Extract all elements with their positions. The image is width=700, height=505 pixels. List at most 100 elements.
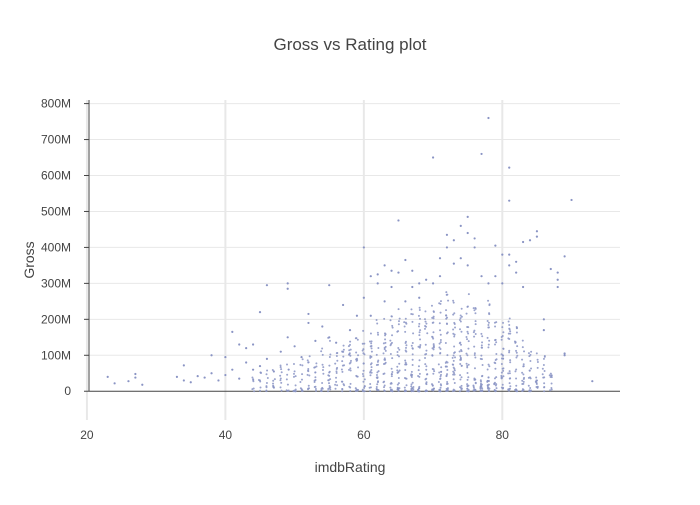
data-point xyxy=(313,385,316,388)
data-point xyxy=(418,282,421,285)
data-point xyxy=(314,371,317,374)
data-point xyxy=(314,387,317,390)
data-point xyxy=(286,287,289,290)
data-point xyxy=(549,389,552,392)
data-point xyxy=(419,317,422,320)
data-point xyxy=(501,253,504,256)
data-point xyxy=(113,382,116,385)
data-point xyxy=(336,359,339,362)
data-point xyxy=(341,390,344,393)
data-point xyxy=(530,350,533,353)
data-point xyxy=(410,308,413,311)
data-point xyxy=(404,361,407,364)
data-point xyxy=(452,363,455,366)
data-point xyxy=(383,362,386,365)
data-point xyxy=(362,329,365,332)
data-point xyxy=(502,321,505,324)
data-point xyxy=(466,354,469,357)
data-point xyxy=(293,370,296,373)
data-point xyxy=(452,239,455,242)
data-point xyxy=(465,352,468,355)
data-point xyxy=(438,275,442,278)
data-point xyxy=(265,284,269,287)
data-point xyxy=(472,307,475,310)
data-point xyxy=(412,390,415,393)
data-point xyxy=(453,382,456,385)
data-point xyxy=(417,325,420,328)
data-point xyxy=(307,321,310,325)
data-point xyxy=(404,300,407,303)
data-point xyxy=(383,389,386,392)
data-point xyxy=(473,367,476,370)
data-point xyxy=(508,382,511,385)
data-point xyxy=(279,350,282,353)
data-point xyxy=(423,318,426,321)
data-point xyxy=(529,377,532,380)
data-point xyxy=(370,371,373,374)
data-point xyxy=(528,369,531,372)
data-point xyxy=(356,359,359,362)
data-point xyxy=(389,353,392,356)
data-point xyxy=(403,377,406,380)
data-point xyxy=(417,390,420,393)
data-point xyxy=(529,360,532,363)
data-point xyxy=(369,345,372,348)
data-point xyxy=(466,326,469,329)
data-point xyxy=(362,246,365,249)
data-point xyxy=(459,257,462,260)
data-point xyxy=(439,375,442,378)
data-point xyxy=(299,381,302,384)
data-point xyxy=(543,355,546,358)
data-point xyxy=(245,346,248,350)
data-point xyxy=(487,321,490,324)
data-point xyxy=(550,376,553,379)
data-point xyxy=(481,335,484,338)
data-point xyxy=(398,317,401,320)
data-point xyxy=(460,330,463,333)
data-point xyxy=(404,369,407,372)
data-point xyxy=(369,382,372,385)
data-point xyxy=(279,377,282,380)
data-point xyxy=(556,285,559,289)
data-point xyxy=(431,354,434,357)
data-point xyxy=(459,341,462,344)
x-axis-label: imdbRating xyxy=(315,459,386,475)
data-point xyxy=(480,346,483,349)
data-point xyxy=(355,351,358,354)
data-point xyxy=(349,390,352,393)
data-point xyxy=(252,387,255,390)
data-point xyxy=(363,386,366,389)
data-point xyxy=(459,317,462,320)
x-tick-label: 80 xyxy=(496,428,510,442)
data-point xyxy=(508,351,511,354)
data-point xyxy=(535,235,539,238)
data-point xyxy=(363,342,366,345)
data-point xyxy=(508,327,511,330)
data-point xyxy=(439,302,442,305)
data-point xyxy=(440,370,443,373)
data-point xyxy=(446,323,449,326)
data-point xyxy=(383,332,386,335)
data-point xyxy=(292,362,295,365)
data-point xyxy=(466,231,469,235)
data-point xyxy=(439,347,442,350)
data-point xyxy=(362,390,365,393)
data-point xyxy=(328,382,331,385)
data-point xyxy=(417,374,420,377)
data-point xyxy=(349,343,352,346)
data-point xyxy=(459,386,462,389)
data-point xyxy=(389,344,392,347)
data-point xyxy=(486,387,489,390)
data-point xyxy=(550,388,553,391)
data-point xyxy=(340,380,343,383)
data-point xyxy=(508,317,511,320)
data-point xyxy=(335,352,338,355)
data-point xyxy=(493,382,496,385)
data-point xyxy=(453,335,456,338)
data-point xyxy=(396,330,399,333)
data-point xyxy=(439,300,442,303)
data-point xyxy=(293,345,296,348)
data-point xyxy=(425,322,428,325)
data-point xyxy=(411,269,414,272)
data-point xyxy=(431,335,434,338)
